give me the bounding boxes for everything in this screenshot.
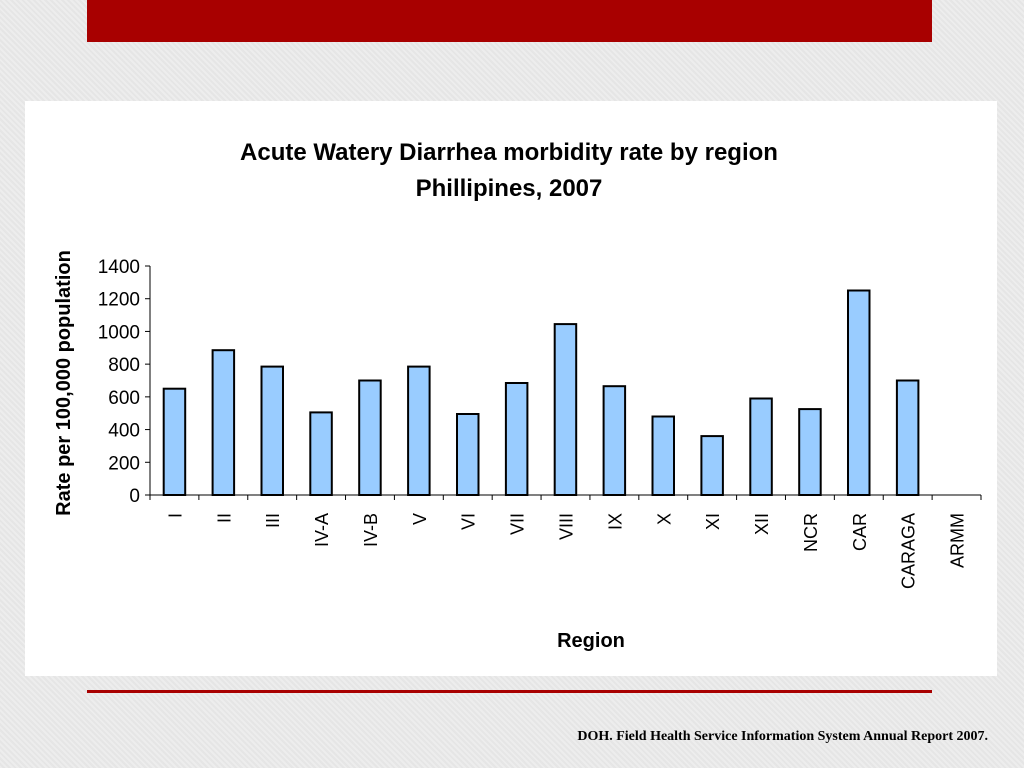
y-axis-title: Rate per 100,000 population (53, 250, 75, 516)
chart-title-line2: Phillipines, 2007 (416, 175, 603, 202)
bar-iv-a (309, 411, 333, 496)
bar-viii (553, 323, 578, 496)
x-tick-label: CAR (850, 513, 870, 551)
chart-panel: Acute Watery Diarrhea morbidity rate by … (25, 101, 997, 676)
y-tick-label: 1000 (98, 322, 140, 343)
bar-iii (260, 365, 284, 496)
x-tick-label: VII (508, 513, 528, 535)
y-tick-label: 1200 (98, 290, 140, 311)
bar-vii (504, 382, 529, 496)
bar-iv-b (358, 379, 382, 496)
top-accent-band (87, 0, 932, 42)
bar-xii (749, 397, 773, 496)
y-tick-label: 800 (108, 355, 140, 376)
x-tick-label: VI (459, 513, 479, 530)
y-tick-label: 0 (129, 486, 140, 507)
x-tick-label: CARAGA (899, 513, 919, 589)
x-tick-label: ARMM (948, 513, 968, 568)
bar-ix (602, 385, 627, 497)
y-tick-label: 200 (108, 453, 140, 474)
y-tick-label: 600 (108, 388, 140, 409)
x-axis-title: Region (557, 630, 625, 652)
x-tick-label: VIII (557, 513, 577, 540)
y-tick-label: 1400 (98, 257, 140, 278)
chart-title-line1: Acute Watery Diarrhea morbidity rate by … (240, 139, 778, 166)
x-tick-label: V (410, 513, 430, 525)
bar-i (162, 387, 187, 497)
x-tick-label: IV-A (312, 513, 332, 547)
bar-caraga (895, 379, 920, 496)
bar-car (847, 289, 871, 496)
x-tick-label: IX (605, 513, 625, 530)
bar-xi (700, 435, 724, 497)
bar-x (651, 415, 675, 496)
bar-chart: Acute Watery Diarrhea morbidity rate by … (53, 139, 982, 652)
x-tick-label: XII (752, 513, 772, 535)
x-tick-label: II (214, 513, 234, 523)
bar-vi (456, 413, 480, 496)
footer-divider (87, 690, 932, 693)
x-tick-label: III (263, 513, 283, 528)
bar-ii (211, 349, 236, 496)
x-tick-label: XI (703, 513, 723, 530)
source-citation: DOH. Field Health Service Information Sy… (577, 729, 988, 744)
bar-ncr (798, 408, 822, 497)
x-tick-label: X (654, 513, 674, 525)
y-tick-label: 400 (108, 421, 140, 442)
x-tick-label: IV-B (361, 513, 381, 547)
bar-v (407, 365, 431, 496)
x-tick-label: I (165, 513, 185, 518)
x-tick-label: NCR (801, 513, 821, 552)
